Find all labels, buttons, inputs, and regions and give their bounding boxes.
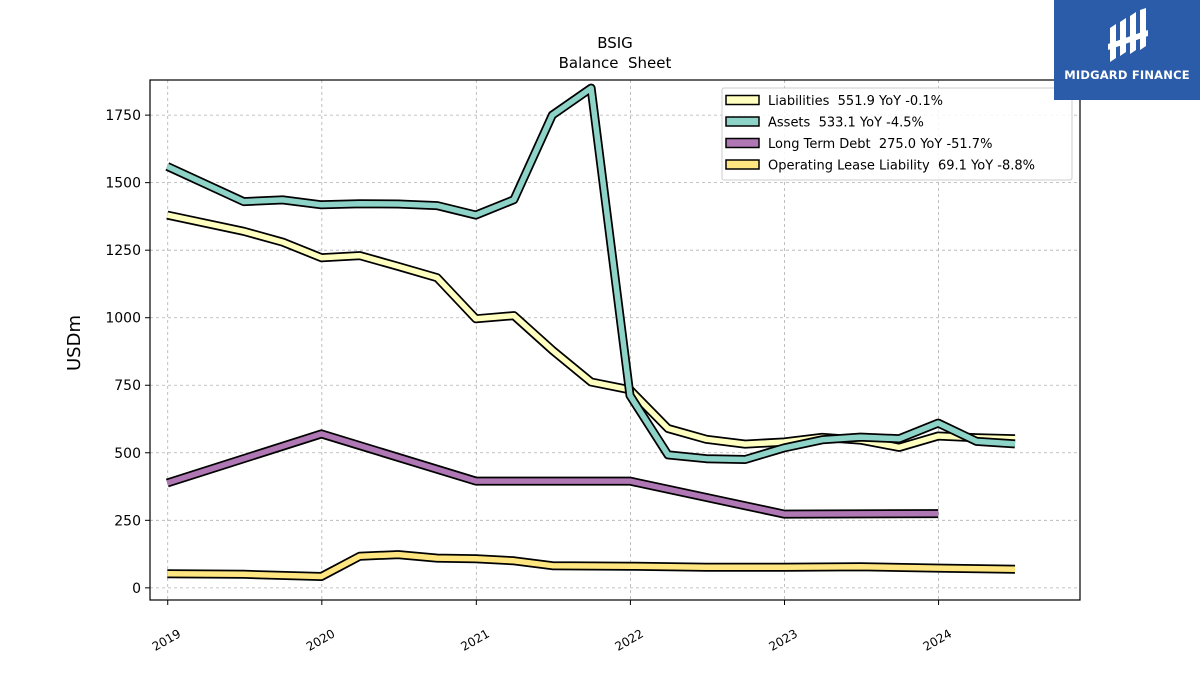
legend-label-2: Long Term Debt 275.0 YoY -51.7% [768, 137, 992, 152]
legend-swatch-1 [725, 116, 760, 127]
legend-swatch-2 [725, 137, 760, 149]
x-tick-label: 2023 [767, 626, 800, 653]
y-axis-label: USDm [64, 315, 85, 371]
y-tick-label: 1750 [105, 108, 141, 124]
logo-mark-icon [1108, 8, 1148, 62]
legend-box [721, 87, 1073, 181]
y-tick-label: 1250 [105, 243, 141, 259]
plot-frame [149, 79, 1081, 601]
x-tick-label: 2020 [304, 626, 337, 653]
legend: Liabilities 551.9 YoY -0.1% Assets 533.1 … [721, 87, 1073, 181]
x-tick-label: 2024 [921, 626, 954, 653]
midgard-finance-logo: MIDGARD FINANCE [1054, 0, 1200, 100]
y-tick-label: 500 [114, 446, 141, 462]
chart-title: BSIG [597, 34, 633, 52]
series-line-1 [166, 85, 1016, 463]
y-tick-label: 750 [114, 378, 141, 394]
logo-text: MIDGARD FINANCE [1064, 68, 1190, 82]
legend-label-1: Assets 533.1 YoY -4.5% [768, 116, 924, 131]
series-line-3 [167, 551, 1016, 580]
series-line-2 [166, 431, 939, 517]
legend-swatch-0 [725, 94, 760, 106]
axis-ticks: 0 250 500 750 1000 1250 1500 1750 2019 2020 2021 20… [105, 108, 954, 654]
y-tick-label: 1000 [105, 311, 141, 327]
series-lines [165, 83, 1016, 581]
legend-label-3: Operating Lease Liability 69.1 YoY -8.8% [768, 159, 1035, 174]
legend-swatch-3 [725, 159, 760, 170]
legend-label-0: Liabilities 551.9 YoY -0.1% [768, 94, 943, 109]
x-tick-label: 2022 [612, 626, 645, 653]
x-tick-label: 2021 [458, 626, 491, 653]
x-tick-label: 2019 [150, 626, 183, 653]
y-tick-label: 250 [114, 513, 141, 529]
series-line-0 [166, 212, 1016, 451]
series-outline-0 [166, 210, 1016, 452]
chart-subtitle: Balance Sheet [559, 54, 672, 72]
y-tick-label: 1500 [105, 176, 141, 192]
y-tick-label: 0 [132, 581, 141, 597]
